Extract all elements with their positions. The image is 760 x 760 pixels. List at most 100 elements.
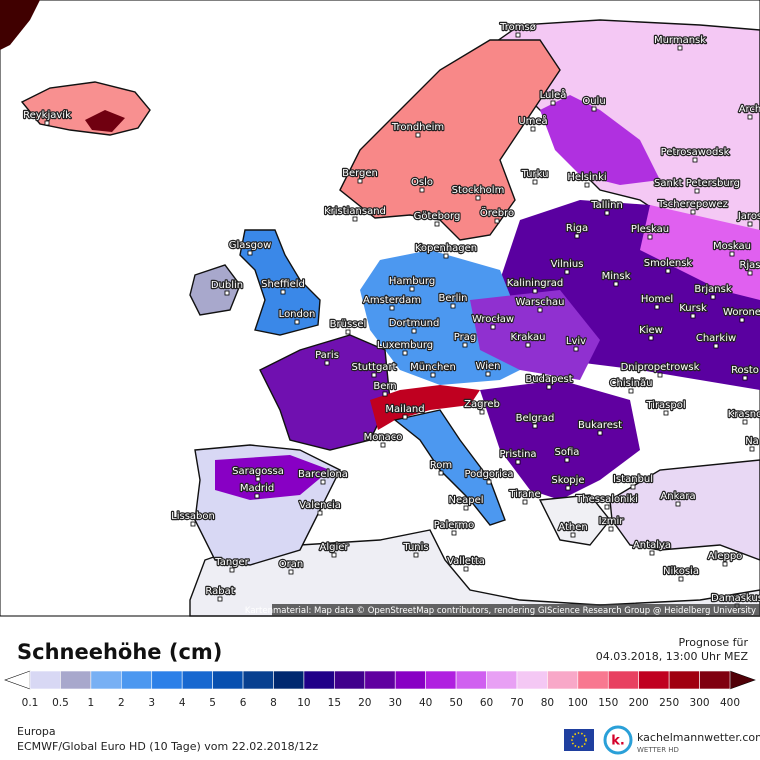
forecast-label: Prognose für <box>679 636 749 649</box>
colorbar-tick-label: 8 <box>270 697 277 709</box>
city-dot <box>419 187 425 193</box>
city-label: Athen <box>558 522 587 533</box>
city-dot <box>749 446 755 452</box>
city-label: Kursk <box>679 303 707 314</box>
colorbar-tick-label: 400 <box>720 697 740 709</box>
city-label: London <box>279 309 316 320</box>
city-label: Rosto <box>731 365 759 376</box>
colorbar-box <box>668 670 700 690</box>
colorbar-box <box>607 670 639 690</box>
ireland <box>189 264 241 316</box>
city-label: Berlin <box>438 293 467 304</box>
city-dot <box>739 317 745 323</box>
city-dot <box>546 384 552 390</box>
city-dot <box>747 114 753 120</box>
city-dot <box>430 372 436 378</box>
city-dot <box>515 459 521 465</box>
city-label: Budapest <box>525 374 572 385</box>
city-dot <box>690 313 696 319</box>
colorbar-tick-label: 300 <box>690 697 710 709</box>
city-label: Kopenhagen <box>415 243 477 254</box>
city-dot <box>678 576 684 582</box>
city-dot <box>648 335 654 341</box>
spain-snow <box>215 455 330 500</box>
city-label: Bern <box>373 381 396 392</box>
city-dot <box>537 307 543 313</box>
city-dot <box>380 442 386 448</box>
city-dot <box>357 178 363 184</box>
colorbar-box <box>273 670 305 690</box>
logo-circle <box>603 725 633 755</box>
colorbar-tick-label: 20 <box>358 697 371 709</box>
city-label: Göteborg <box>414 211 461 222</box>
eu-stars <box>571 732 587 748</box>
city-label: Jaros <box>737 211 760 222</box>
city-label: Damaskus <box>711 593 760 604</box>
city-dot <box>663 410 669 416</box>
attribution: Kartenmaterial: Map data © OpenStreetMap… <box>245 606 756 616</box>
city-label: Murmansk <box>654 35 706 46</box>
city-label: Riga <box>566 223 588 234</box>
city-label: Dublin <box>211 280 243 291</box>
city-label: Rjas <box>739 260 760 271</box>
city-label: Ankara <box>660 491 695 502</box>
city-dot <box>710 294 716 300</box>
city-dot <box>532 423 538 429</box>
turkey <box>609 459 760 561</box>
city-dot <box>324 360 330 366</box>
city-dot <box>742 375 748 381</box>
city-dot <box>415 132 421 138</box>
city-label: Mailand <box>385 404 424 415</box>
forecast-valid: 04.03.2018, 13:00 Uhr MEZ <box>596 650 749 663</box>
colorbar-tick-label: 3 <box>148 697 155 709</box>
colorbar-tick-label: 60 <box>480 697 493 709</box>
city-dot <box>389 305 395 311</box>
colorbar-tick-label: 150 <box>598 697 618 709</box>
city-label: Tanger <box>214 557 249 568</box>
city-label: Sankt Petersburg <box>654 178 740 189</box>
colorbar-tick-label: 1 <box>88 697 95 709</box>
city-label: Hamburg <box>389 276 435 287</box>
city-dot <box>747 221 753 227</box>
city-dot <box>713 343 719 349</box>
city-label: Vilnius <box>551 259 584 270</box>
balkans <box>480 380 640 500</box>
city-dot <box>255 476 261 482</box>
colorbar-box <box>394 670 426 690</box>
legend-title: Schneehöhe (cm) <box>17 640 222 664</box>
colorbar-box <box>121 670 153 690</box>
city-dot <box>44 120 50 126</box>
colorbar-box <box>303 670 335 690</box>
city-label: Belgrad <box>516 413 555 424</box>
city-dot <box>565 485 571 491</box>
city-dot <box>649 550 655 556</box>
city-dot <box>413 552 419 558</box>
colorbar-box <box>181 670 213 690</box>
city-dot <box>494 218 500 224</box>
city-dot <box>597 430 603 436</box>
city-dot <box>729 251 735 257</box>
city-dot <box>486 479 492 485</box>
city-dot <box>463 505 469 511</box>
city-dot <box>371 372 377 378</box>
city-dot <box>443 253 449 259</box>
city-label: Tromsø <box>499 22 536 33</box>
city-dot <box>630 484 636 490</box>
italy <box>393 409 506 526</box>
city-label: Trondheim <box>391 122 444 133</box>
city-dot <box>647 234 653 240</box>
city-dot <box>490 324 496 330</box>
city-dot <box>665 268 671 274</box>
city-label: Bukarest <box>578 420 622 431</box>
city-label: Kiew <box>639 325 663 336</box>
poland <box>470 290 600 380</box>
model: ECMWF/Global Euro HD (10 Tage) vom 22.02… <box>17 740 318 753</box>
city-label: Valencia <box>299 500 341 511</box>
colorbar-box <box>455 670 487 690</box>
colorbar-tick-label: 5 <box>209 697 216 709</box>
city-label: Luleå <box>540 88 567 101</box>
city-label: Antalya <box>633 540 671 551</box>
logo-name[interactable]: kachelmannwetter.com <box>637 731 760 744</box>
city-label: Brjansk <box>694 284 731 295</box>
colorbar-tick-label: 100 <box>568 697 588 709</box>
